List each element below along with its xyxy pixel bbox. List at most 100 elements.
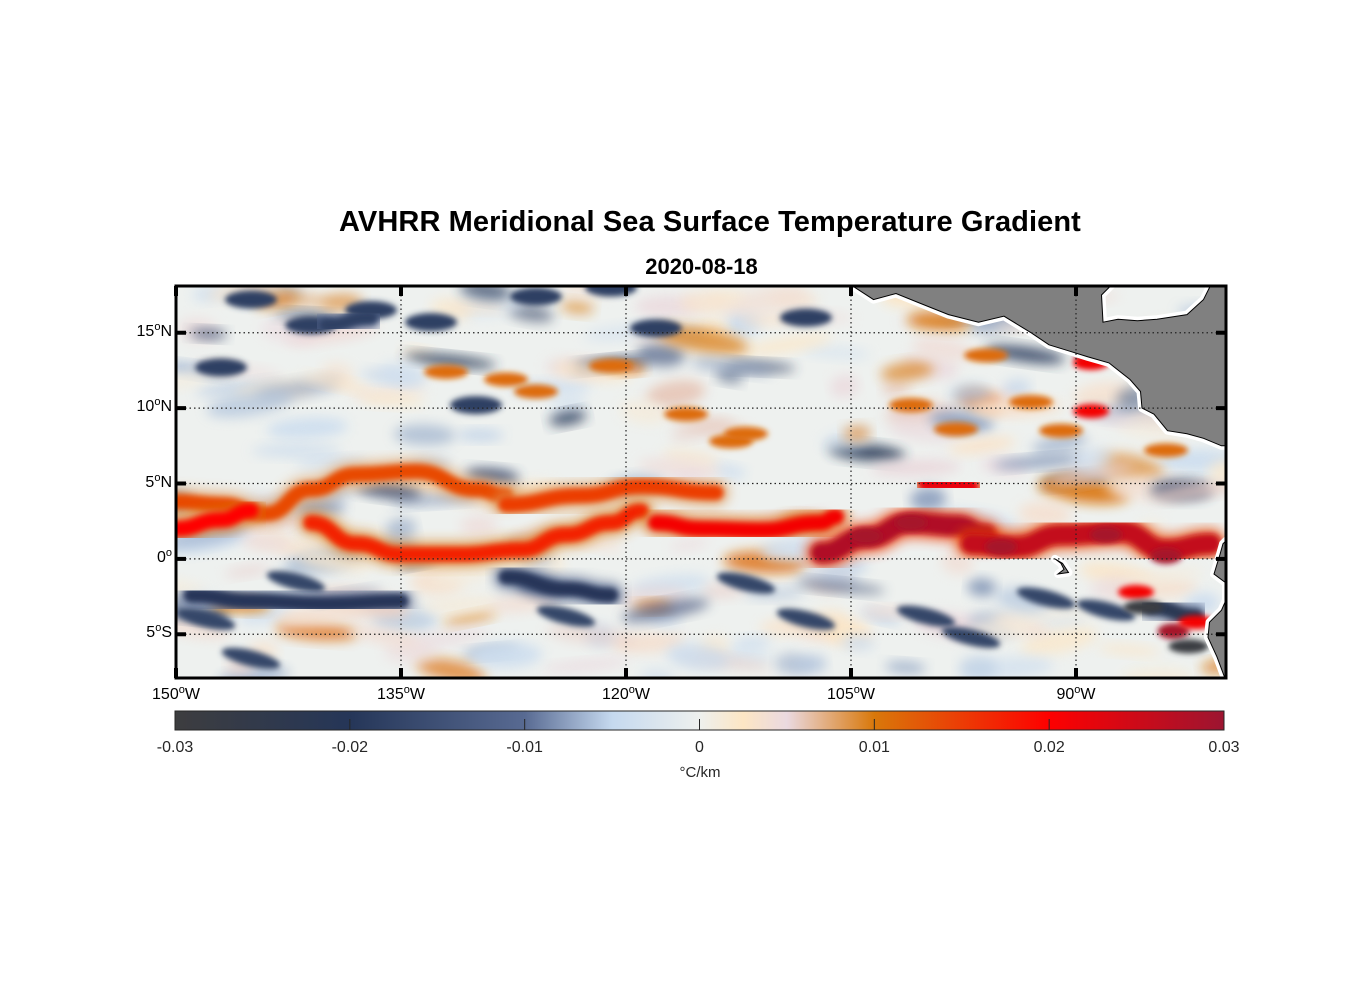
positive-anomaly-blob xyxy=(934,422,978,437)
colorbar-tick-label: 0.03 xyxy=(1208,739,1240,756)
texture-patch xyxy=(801,345,871,360)
texture-patch xyxy=(297,553,372,571)
positive-anomaly-blob xyxy=(484,372,528,387)
y-tick-label: 0o xyxy=(156,546,172,566)
texture-patch xyxy=(251,444,343,458)
negative-anomaly-blob xyxy=(450,396,502,415)
texture-patch xyxy=(459,515,498,536)
positive-anomaly-blob xyxy=(1039,423,1083,438)
texture-patch xyxy=(471,642,543,669)
y-tick-label: 5oS xyxy=(146,622,172,642)
negative-anomaly-blob xyxy=(585,286,637,297)
strong-negative-core xyxy=(1123,600,1164,615)
positive-anomaly-blob xyxy=(664,407,708,422)
texture-patch xyxy=(637,458,721,478)
texture-patch xyxy=(657,325,749,355)
texture-patch xyxy=(560,300,595,315)
southern-negative-west xyxy=(184,588,408,612)
texture-patch xyxy=(275,621,359,641)
colorbar-tick-label: 0.02 xyxy=(1033,739,1065,756)
texture-patch xyxy=(448,302,506,313)
texture-patch xyxy=(621,599,710,622)
texture-patch xyxy=(795,655,827,674)
texture-patch xyxy=(1073,447,1113,471)
tropical-north-east xyxy=(918,476,979,494)
texture-patch xyxy=(967,578,997,597)
texture-patch xyxy=(732,636,772,650)
texture-patch xyxy=(911,336,974,362)
y-tick-label: 5oN xyxy=(145,471,172,491)
negative-anomaly-blob xyxy=(941,626,1001,648)
texture-patch xyxy=(1020,626,1098,656)
texture-patch xyxy=(224,564,271,578)
texture-patch xyxy=(443,610,497,626)
texture-patch xyxy=(1031,434,1088,455)
texture-patch xyxy=(206,390,293,418)
galapagos-islands xyxy=(1054,558,1070,575)
texture-patch xyxy=(958,655,998,678)
texture-patch xyxy=(720,286,809,317)
texture-patch xyxy=(636,344,686,367)
x-tick-label: 90oW xyxy=(1056,684,1096,704)
colorbar-tick-label: 0.01 xyxy=(858,739,890,756)
texture-patch xyxy=(294,498,346,515)
texture-patch xyxy=(349,625,419,647)
colorbar-tick-label: -0.03 xyxy=(156,739,194,756)
southern-negative-central xyxy=(499,570,618,603)
chart-title: AVHRR Meridional Sea Surface Temperature… xyxy=(339,206,1081,238)
texture-patch xyxy=(881,381,911,397)
texture-patch xyxy=(794,579,886,594)
equatorial-front-central-red xyxy=(648,509,844,538)
positive-anomaly-blob xyxy=(424,364,468,379)
texture-patch xyxy=(840,635,875,651)
texture-patch xyxy=(842,425,872,441)
texture-patch xyxy=(880,361,934,382)
positive-anomaly-blob xyxy=(724,426,768,441)
positive-anomaly-blob xyxy=(889,398,933,413)
front-features xyxy=(176,305,1226,654)
texture-patch xyxy=(1098,644,1161,656)
chart-subtitle: 2020-08-18 xyxy=(645,254,758,279)
negative-anomaly-blob xyxy=(630,319,682,338)
equatorial-front-south-arc xyxy=(303,503,649,562)
negative-anomaly-blob xyxy=(405,313,457,332)
equatorial-front-west-red xyxy=(176,503,259,537)
texture-patch xyxy=(542,658,629,673)
texture-patch xyxy=(239,532,292,552)
central-america xyxy=(851,286,1226,447)
negative-anomaly-blob xyxy=(776,608,836,630)
colorbar-tick-label: 0 xyxy=(695,739,704,756)
equatorial-front-north-branch xyxy=(176,463,514,522)
texture-patch xyxy=(1151,480,1226,500)
x-tick-label: 150oW xyxy=(152,684,200,704)
x-tick-label: 120oW xyxy=(602,684,650,704)
texture-patch xyxy=(712,464,747,479)
texture-patch xyxy=(950,383,991,405)
negative-anomaly-blob xyxy=(1016,587,1076,609)
land-masses xyxy=(845,286,1226,678)
texture-patch xyxy=(176,372,211,389)
texture-patch xyxy=(666,643,729,671)
texture-patch xyxy=(266,417,348,440)
texture-patch xyxy=(1002,378,1032,398)
texture-patch xyxy=(302,374,371,392)
negative-anomaly-blob xyxy=(896,605,956,627)
texture-patch xyxy=(421,595,498,614)
negative-anomaly-blob xyxy=(716,572,776,594)
texture-patch xyxy=(885,661,927,674)
texture-patch xyxy=(176,614,231,640)
strong-gradient-core xyxy=(850,528,882,545)
negative-anomaly-blob xyxy=(195,358,247,377)
texture-patch xyxy=(1122,568,1205,585)
negative-anomaly-blob xyxy=(176,608,236,630)
texture-patch xyxy=(456,429,504,441)
texture-patch xyxy=(550,395,586,415)
texture-patch xyxy=(432,565,489,588)
texture-patch xyxy=(359,394,426,407)
texture-patch xyxy=(741,334,832,356)
texture-patch xyxy=(645,380,706,408)
texture-patch xyxy=(403,353,497,369)
positive-anomaly-blob xyxy=(589,358,633,373)
positive-anomaly-blob xyxy=(1144,443,1188,458)
texture-patch xyxy=(689,358,773,375)
